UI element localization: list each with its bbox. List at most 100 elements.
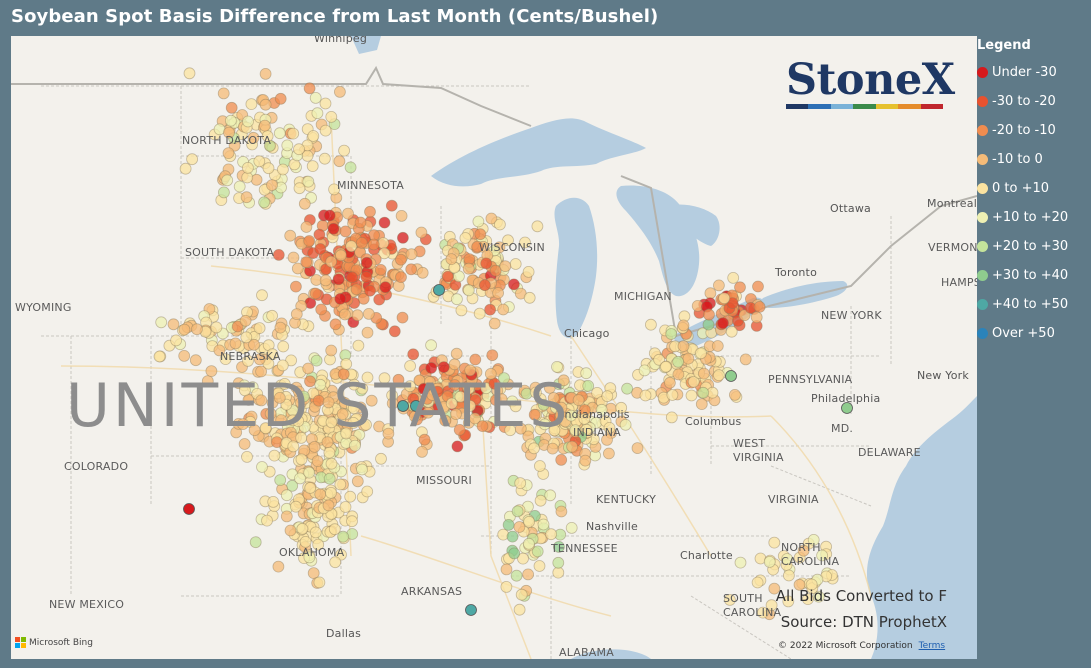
bid-marker[interactable]: [360, 271, 373, 283]
bid-marker[interactable]: [695, 347, 707, 360]
bid-marker[interactable]: [544, 489, 557, 502]
bid-marker[interactable]: [287, 440, 300, 453]
bid-marker[interactable]: [255, 365, 268, 378]
bid-marker[interactable]: [405, 248, 418, 261]
bid-marker[interactable]: [261, 514, 273, 527]
bid-marker[interactable]: [682, 352, 695, 365]
bid-marker[interactable]: [319, 274, 332, 287]
bid-marker[interactable]: [437, 361, 450, 374]
bid-marker[interactable]: [425, 339, 438, 352]
bid-marker[interactable]: [603, 447, 615, 460]
bid-marker[interactable]: [178, 349, 191, 362]
bid-marker[interactable]: [303, 551, 316, 564]
bid-marker[interactable]: [351, 475, 364, 488]
bid-marker[interactable]: [313, 576, 326, 589]
bid-marker[interactable]: [711, 340, 724, 352]
bid-marker[interactable]: [425, 362, 438, 374]
bid-marker[interactable]: [666, 389, 679, 401]
bid-marker[interactable]: [342, 207, 354, 220]
bid-marker[interactable]: [273, 391, 286, 404]
bid-marker[interactable]: [340, 358, 353, 370]
bid-marker[interactable]: [297, 390, 310, 403]
bid-marker[interactable]: [415, 226, 428, 239]
bid-marker[interactable]: [289, 500, 302, 513]
bid-marker[interactable]: [488, 377, 501, 390]
bid-marker[interactable]: [394, 253, 407, 266]
bid-marker[interactable]: [392, 373, 405, 386]
bid-marker[interactable]: [441, 270, 454, 283]
bid-marker[interactable]: [734, 281, 746, 294]
terms-link[interactable]: Terms: [918, 641, 946, 651]
bing-attribution[interactable]: Microsoft Bing: [15, 637, 93, 648]
bid-marker[interactable]: [704, 287, 717, 300]
bid-marker[interactable]: [238, 384, 251, 397]
bid-marker[interactable]: [555, 401, 568, 414]
bid-marker[interactable]: [603, 421, 616, 434]
bid-marker[interactable]: [266, 179, 278, 192]
bid-marker[interactable]: [528, 442, 540, 455]
bid-marker[interactable]: [768, 582, 781, 595]
bid-marker[interactable]: [253, 155, 266, 168]
bid-marker[interactable]: [697, 386, 710, 399]
bid-marker[interactable]: [338, 308, 351, 321]
bid-marker[interactable]: [328, 183, 341, 196]
bid-marker[interactable]: [266, 348, 279, 361]
bid-marker[interactable]: [534, 460, 546, 472]
bid-marker[interactable]: [280, 489, 293, 502]
bid-marker[interactable]: [287, 251, 300, 264]
bid-marker[interactable]: [280, 510, 293, 523]
bid-marker[interactable]: [519, 236, 531, 249]
bid-marker[interactable]: [361, 371, 374, 384]
bid-marker[interactable]: [478, 279, 491, 292]
bid-marker[interactable]: [664, 376, 676, 389]
bid-marker[interactable]: [241, 161, 254, 174]
legend-item[interactable]: Over +50: [977, 319, 1091, 348]
bid-marker[interactable]: [323, 446, 336, 459]
bid-marker[interactable]: [752, 280, 764, 293]
bid-marker[interactable]: [474, 228, 487, 241]
bid-marker[interactable]: [508, 547, 521, 560]
bid-marker[interactable]: [807, 533, 820, 546]
bid-marker[interactable]: [334, 249, 347, 262]
bid-marker[interactable]: [416, 266, 429, 279]
bid-marker[interactable]: [298, 197, 311, 210]
bid-marker[interactable]: [302, 362, 315, 375]
bid-marker[interactable]: [360, 418, 372, 431]
bid-marker[interactable]: [289, 280, 302, 293]
bid-marker[interactable]: [319, 124, 332, 137]
bid-marker[interactable]: [480, 257, 493, 270]
legend-item[interactable]: 0 to +10: [977, 174, 1091, 203]
bid-marker[interactable]: [545, 528, 557, 541]
bid-marker[interactable]: [346, 515, 358, 528]
bid-marker[interactable]: [311, 107, 324, 120]
bid-marker[interactable]: [514, 477, 527, 490]
bid-marker[interactable]: [242, 115, 254, 128]
bid-marker[interactable]: [300, 256, 313, 269]
bid-marker[interactable]: [488, 317, 501, 330]
bid-marker[interactable]: [450, 293, 463, 306]
bid-marker[interactable]: [347, 416, 360, 429]
bid-marker[interactable]: [531, 545, 544, 558]
bid-marker[interactable]: [348, 378, 361, 391]
bid-marker[interactable]: [698, 367, 710, 380]
bid-marker[interactable]: [486, 349, 499, 362]
bid-marker[interactable]: [685, 389, 698, 402]
bid-marker[interactable]: [601, 390, 614, 403]
bid-marker[interactable]: [295, 431, 308, 444]
bid-marker[interactable]: [273, 127, 286, 140]
bid-marker[interactable]: [379, 281, 392, 294]
bid-marker[interactable]: [337, 530, 350, 543]
bid-marker[interactable]: [350, 283, 363, 296]
bid-marker[interactable]: [299, 535, 312, 548]
bid-marker[interactable]: [344, 161, 357, 174]
bid-marker[interactable]: [354, 216, 367, 229]
bid-marker[interactable]: [450, 347, 463, 360]
bid-marker[interactable]: [291, 262, 304, 275]
bid-marker[interactable]: [248, 424, 261, 437]
bid-marker[interactable]: [672, 368, 685, 381]
bid-marker[interactable]: [397, 400, 409, 412]
bid-marker[interactable]: [677, 319, 690, 332]
bid-marker[interactable]: [292, 415, 305, 428]
bid-marker[interactable]: [236, 418, 249, 431]
bid-marker[interactable]: [601, 433, 613, 446]
